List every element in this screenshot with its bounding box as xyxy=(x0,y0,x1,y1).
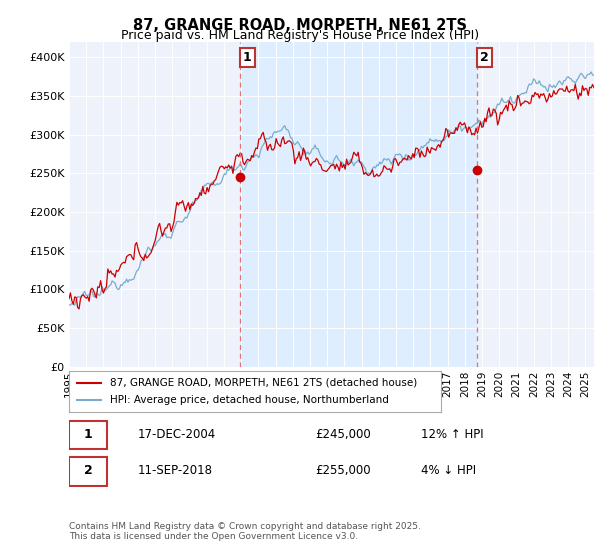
Text: Contains HM Land Registry data © Crown copyright and database right 2025.
This d: Contains HM Land Registry data © Crown c… xyxy=(69,522,421,542)
Text: £245,000: £245,000 xyxy=(316,428,371,441)
Text: 2: 2 xyxy=(480,52,488,64)
Text: 1: 1 xyxy=(243,52,252,64)
FancyBboxPatch shape xyxy=(69,421,107,449)
Bar xyxy=(241,42,477,367)
Text: HPI: Average price, detached house, Northumberland: HPI: Average price, detached house, Nort… xyxy=(110,395,389,405)
Text: £255,000: £255,000 xyxy=(316,464,371,478)
Text: 17-DEC-2004: 17-DEC-2004 xyxy=(137,428,215,441)
Text: 4% ↓ HPI: 4% ↓ HPI xyxy=(421,464,476,478)
Text: 11-SEP-2018: 11-SEP-2018 xyxy=(137,464,212,478)
Text: 87, GRANGE ROAD, MORPETH, NE61 2TS (detached house): 87, GRANGE ROAD, MORPETH, NE61 2TS (deta… xyxy=(110,377,417,388)
Text: Price paid vs. HM Land Registry's House Price Index (HPI): Price paid vs. HM Land Registry's House … xyxy=(121,29,479,42)
FancyBboxPatch shape xyxy=(69,457,107,486)
Text: 2: 2 xyxy=(83,464,92,478)
Text: 12% ↑ HPI: 12% ↑ HPI xyxy=(421,428,484,441)
Text: 1: 1 xyxy=(83,428,92,441)
Text: 87, GRANGE ROAD, MORPETH, NE61 2TS: 87, GRANGE ROAD, MORPETH, NE61 2TS xyxy=(133,18,467,33)
